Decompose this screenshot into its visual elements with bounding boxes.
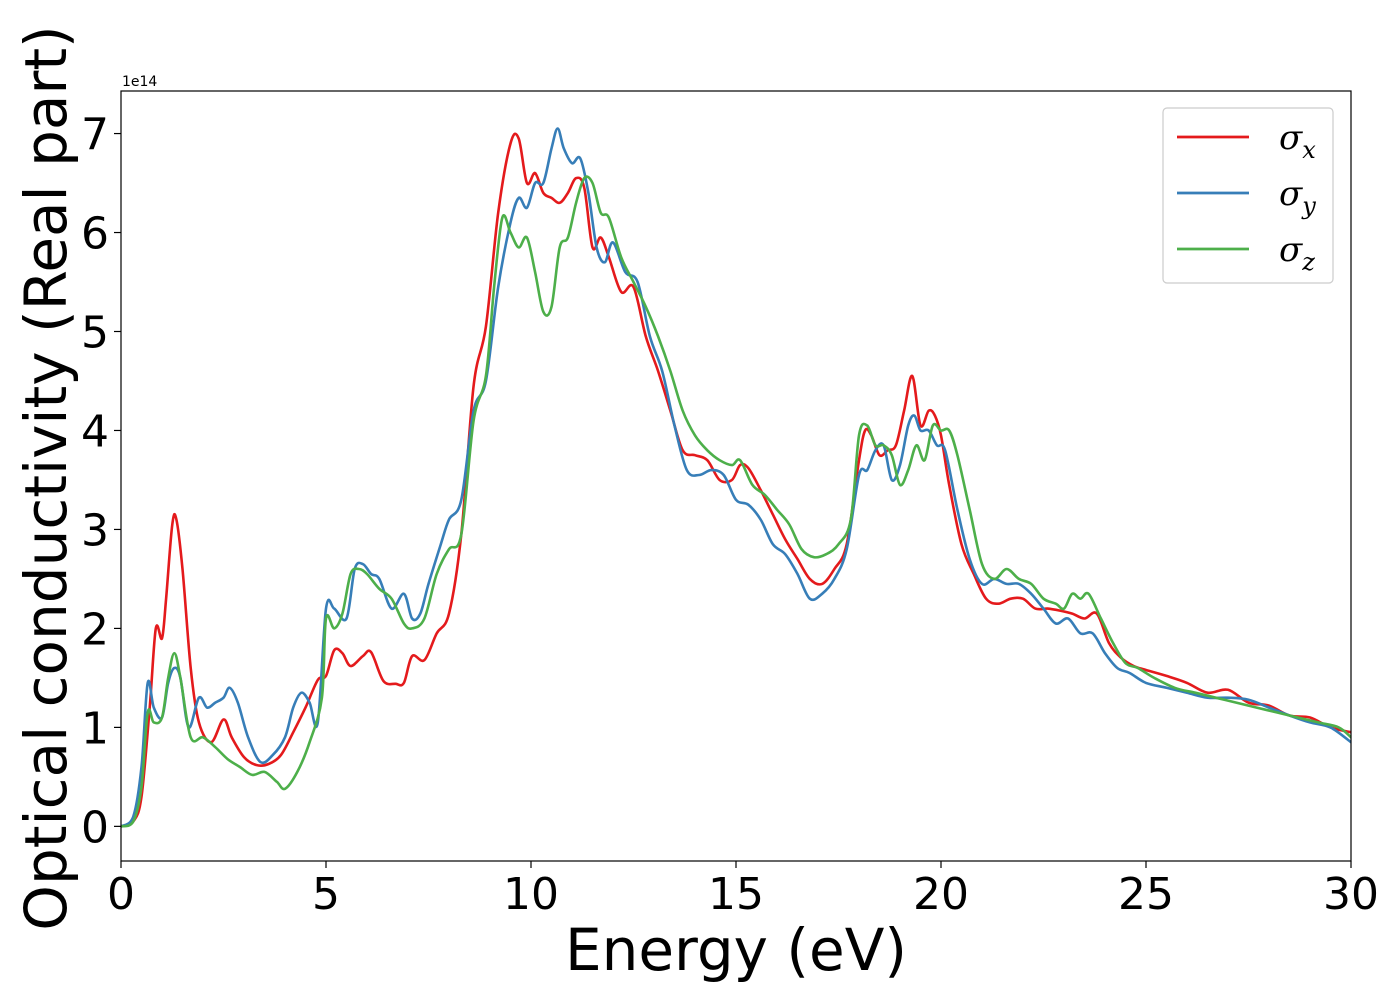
series-line-sigma-x <box>121 132 1351 828</box>
x-tick-label: 20 <box>913 869 969 920</box>
x-tick-label: 15 <box>708 869 764 920</box>
x-tick-label: 10 <box>503 869 559 920</box>
series-line-sigma-z <box>121 175 1351 828</box>
legend-box <box>1162 107 1334 284</box>
y-tick-label: 3 <box>81 505 109 556</box>
legend-label-sigma-x: σx <box>1279 118 1316 164</box>
x-tick-label: 30 <box>1323 869 1379 920</box>
legend: σx σy σz <box>1162 107 1334 284</box>
y-tick-label: 7 <box>81 110 109 161</box>
y-tick-label: 4 <box>81 406 109 457</box>
x-tick-label: 5 <box>312 869 340 920</box>
y-tick-label: 2 <box>81 604 109 655</box>
x-axis-title: Energy (eV) <box>565 916 907 984</box>
y-tick-label: 1 <box>81 703 109 754</box>
y-tick-label: 6 <box>81 209 109 260</box>
legend-label-sigma-y: σy <box>1279 174 1316 220</box>
series-line-sigma-y <box>121 127 1351 828</box>
axes: 0 5 10 15 20 25 30 0 1 2 3 4 5 6 7 <box>81 90 1379 920</box>
x-tick-label: 25 <box>1118 869 1174 920</box>
y-tick-label: 5 <box>81 308 109 359</box>
x-tick-label: 0 <box>107 869 135 920</box>
legend-label-sigma-z: σz <box>1279 230 1315 276</box>
y-axis-title: Optical conductivity (Real part) <box>12 25 80 930</box>
y-tick-label: 0 <box>81 802 109 853</box>
y-offset-text: 1e14 <box>122 74 157 90</box>
plot-area <box>121 127 1351 828</box>
